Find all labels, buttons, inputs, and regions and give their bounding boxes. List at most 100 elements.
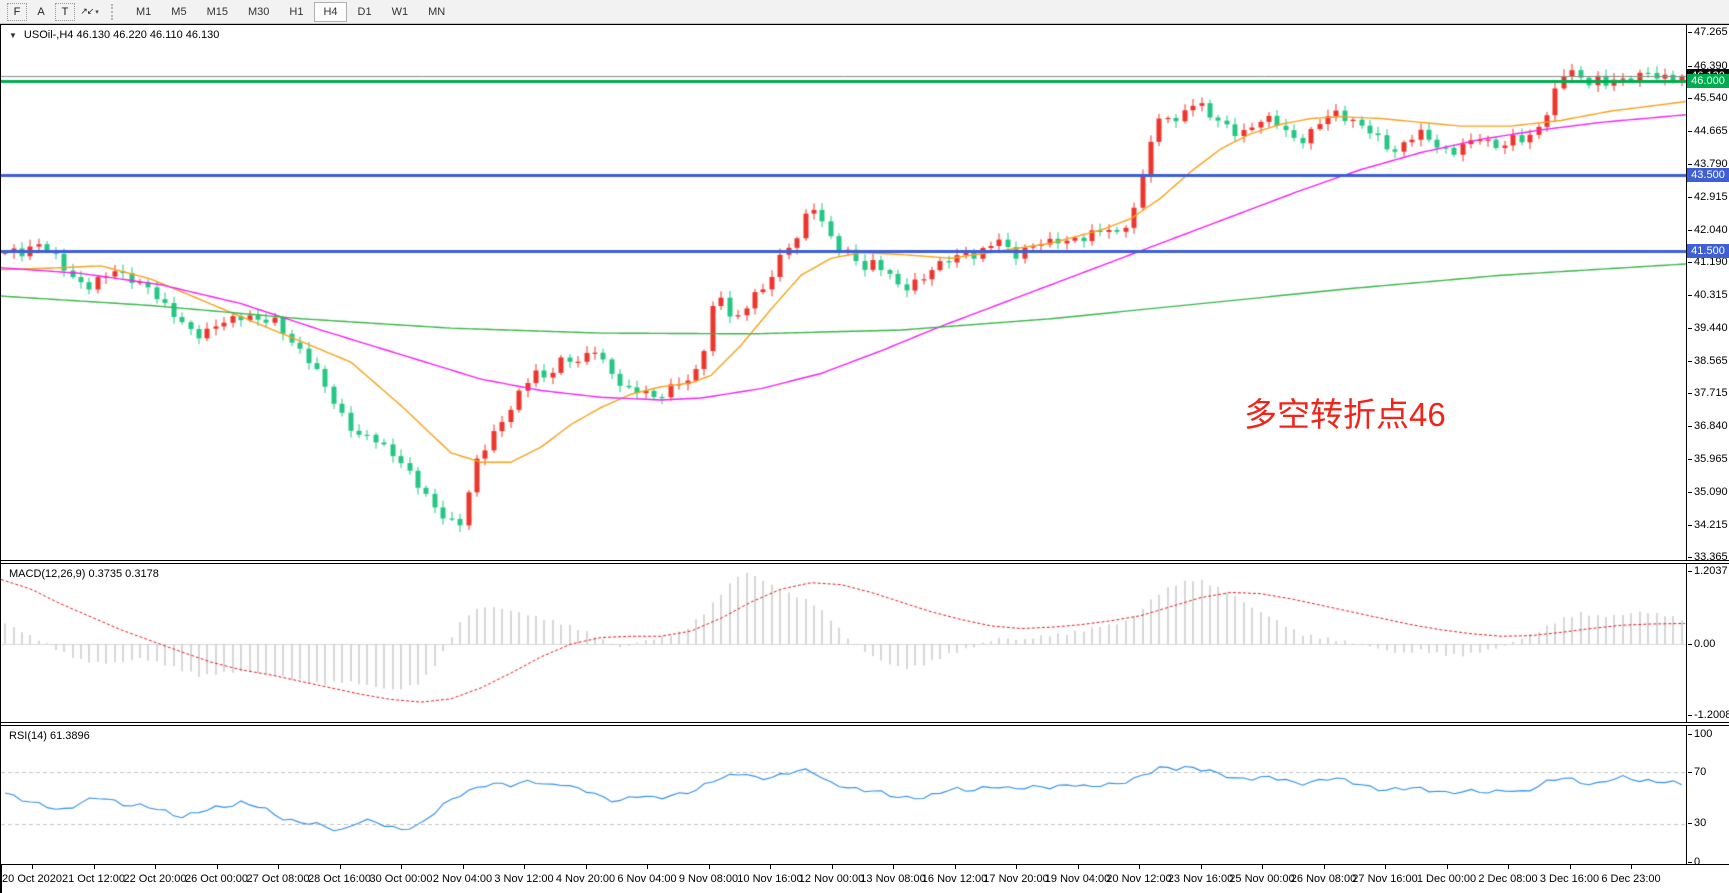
macd-tick-label: 0.00 [1687,637,1716,650]
toolbar: F A T ↗↙ ▾ M1 M5 M15 M30 H1 H4 D1 W1 MN [0,0,1729,24]
price-tick-label: 46.390 [1688,59,1728,72]
price-chart-panel: ▼ USOil-,H4 46.130 46.220 46.110 46.130 … [1,24,1729,563]
time-tick-label: 26 Nov 08:00 [1290,873,1357,885]
time-tick-mark [1262,865,1263,869]
price-tick-label: 42.040 [1688,223,1728,236]
timeframe-m1-button[interactable]: M1 [136,5,152,18]
price-tick-label: 35.090 [1688,486,1728,499]
timeframe-d1-button[interactable]: D1 [357,5,372,18]
time-tick-label: 27 Nov 16:00 [1352,873,1418,885]
timeframe-m5-button[interactable]: M5 [171,5,187,18]
time-tick-label: 6 Dec 23:00 [1601,873,1661,885]
time-tick-label: 19 Nov 04:00 [1044,873,1111,885]
timeframe-m30-button[interactable]: M30 [247,5,270,18]
time-tick-mark [32,865,33,869]
time-tick-mark [339,865,341,869]
time-tick-mark [770,865,771,869]
price-tick-label: 37.715 [1688,387,1728,400]
time-tick-mark [1323,865,1325,869]
price-tick-label: 40.315 [1688,288,1728,301]
time-tick-label: 9 Nov 08:00 [678,873,739,885]
time-tick-mark [1139,865,1140,869]
price-tick-label: 41.190 [1688,255,1728,268]
time-tick-label: 16 Nov 12:00 [921,873,988,885]
candlestick-canvas[interactable] [1,25,1686,560]
time-tick-label: 27 Oct 08:00 [246,873,310,885]
chart-annotation-text[interactable]: 多空转折点46 [1244,396,1446,433]
time-tick-label: 30 Oct 00:00 [369,873,433,885]
timeframe-h1-button[interactable]: H1 [289,5,304,18]
fibonacci-retracement-icon[interactable]: F [7,2,27,21]
macd-axis[interactable]: 1.2037 0.00 -1.2008 [1687,564,1729,722]
time-tick-mark [1569,865,1571,869]
time-tick-mark [1446,865,1448,869]
price-axis[interactable]: 47.265 46.390 45.540 44.665 43.790 42.915 42.0… [1687,25,1729,563]
horizontal-line-badge: 46.000 [1687,73,1729,88]
time-axis[interactable]: 20 Oct 2020 21 Oct 12:00 22 Oct 20:00 26 Oc… [1,865,1729,893]
symbol-dropdown-icon[interactable]: ▼ [9,30,17,40]
dropdown-caret-icon[interactable]: ▾ [95,8,98,16]
time-tick-mark [1385,865,1386,869]
macd-canvas[interactable] [1,564,1686,722]
time-tick-mark [1631,865,1632,869]
text-icon[interactable]: T [55,2,75,21]
time-tick-mark [708,865,710,869]
macd-tick-label: -1.2008 [1687,709,1729,722]
rsi-tick-label: 0 [1687,855,1701,868]
time-tick-label: 25 Nov 00:00 [1229,873,1295,885]
symbol-ohlc-text: USOil-,H4 46.130 46.220 46.110 46.130 [23,29,220,41]
timeframe-buttons: M1 M5 M15 M30 H1 H4 D1 W1 MN [126,1,455,22]
macd-plot[interactable]: MACD(12,26,9) 0.3735 0.3178 [1,564,1687,722]
chart-title: ▼ USOil-,H4 46.130 46.220 46.110 46.130 [9,29,219,41]
timeframe-m15-button[interactable]: M15 [206,5,228,18]
time-tick-label: 3 Nov 12:00 [494,873,554,885]
time-tick-mark [1200,865,1202,869]
time-tick-label: 6 Nov 04:00 [617,873,677,885]
macd-label: MACD(12,26,9) 0.3735 0.3178 [9,568,159,580]
horizontal-line-badge: 41.500 [1687,243,1729,258]
time-tick-label: 21 Oct 12:00 [62,873,125,885]
time-tick-label: 17 Nov 20:00 [983,873,1049,885]
text-label-icon[interactable]: A [37,5,45,18]
rsi-panel: RSI(14) 61.3896 100 70 30 0 [1,725,1729,868]
time-tick-label: 20 Oct 2020 [2,873,62,885]
toolbar-grip [111,3,118,20]
time-tick-mark [93,865,95,869]
rsi-tick-label: 70 [1687,765,1707,778]
time-tick-mark [462,865,464,869]
rsi-axis[interactable]: 100 70 30 0 [1687,726,1729,868]
price-tick-label: 44.665 [1688,124,1728,137]
time-tick-mark [1016,865,1017,869]
time-tick-label: 13 Nov 08:00 [860,873,926,885]
time-tick-label: 22 Oct 20:00 [123,873,187,885]
price-tick-label: 39.440 [1688,322,1728,335]
rsi-label: RSI(14) 61.3896 [9,730,90,742]
time-tick-mark [524,865,525,869]
time-tick-label: 28 Oct 16:00 [308,873,371,885]
time-tick-label: 20 Nov 12:00 [1106,873,1172,885]
price-tick-label: 45.540 [1688,91,1728,104]
time-tick-mark [401,865,402,869]
time-tick-label: 3 Dec 16:00 [1539,873,1600,885]
price-tick-label: 34.215 [1688,519,1728,532]
macd-panel: MACD(12,26,9) 0.3735 0.3178 1.2037 0.00 -1… [1,563,1729,723]
timeframe-h4-button[interactable]: H4 [314,1,347,22]
time-tick-label: 2 Dec 08:00 [1478,873,1538,885]
time-tick-mark [585,865,587,869]
arrows-icon[interactable]: ↗↙ ▾ [80,6,98,16]
time-tick-mark [831,865,833,869]
price-tick-label: 35.965 [1688,453,1728,466]
timeframe-mn-button[interactable]: MN [428,5,446,18]
drawing-tools: F A T ↗↙ ▾ [5,2,101,21]
time-tick-label: 4 Nov 20:00 [555,873,616,885]
price-tick-label: 43.790 [1688,157,1728,170]
rsi-plot[interactable]: RSI(14) 61.3896 [1,726,1687,864]
price-chart-plot[interactable]: ▼ USOil-,H4 46.130 46.220 46.110 46.130 … [1,25,1687,560]
timeframe-w1-button[interactable]: W1 [391,5,409,18]
time-tick-mark [954,865,956,869]
time-tick-mark [1508,865,1509,869]
time-tick-label: 1 Dec 00:00 [1416,873,1477,885]
rsi-canvas[interactable] [1,726,1686,864]
horizontal-line-badge: 43.500 [1687,168,1729,183]
price-tick-label: 47.265 [1688,26,1728,39]
